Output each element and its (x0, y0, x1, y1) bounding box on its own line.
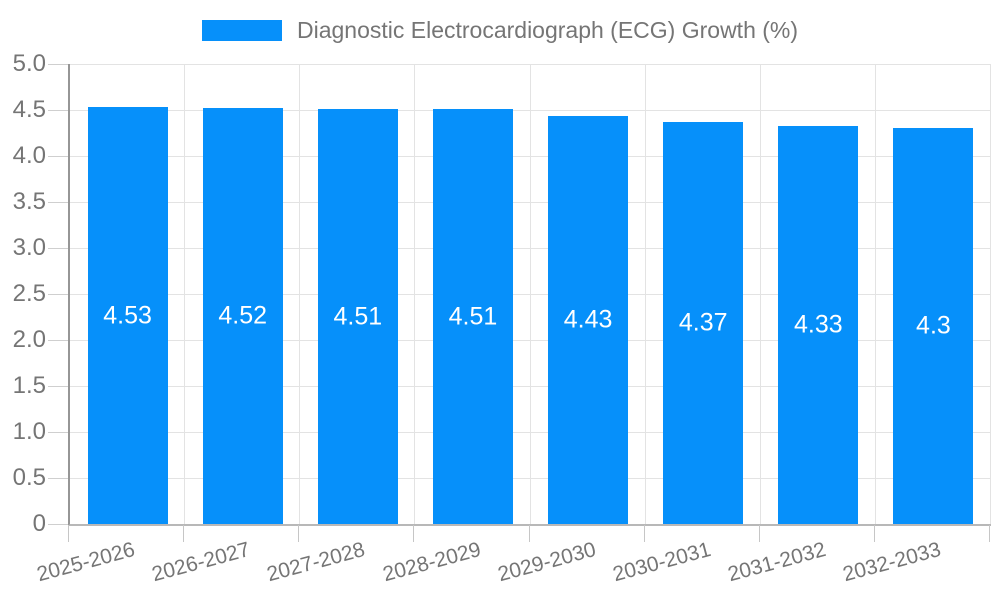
gridline-horizontal (70, 432, 991, 433)
gridline-vertical (874, 64, 876, 524)
gridline-vertical (299, 64, 301, 524)
gridline-horizontal (70, 248, 991, 249)
y-axis-tick-label: 5.0 (12, 50, 46, 77)
x-axis-category-label: 2031-2032 (725, 538, 829, 587)
x-axis-category-label: 2032-2033 (840, 538, 944, 587)
y-axis-tick-label: 1.0 (12, 418, 46, 445)
y-axis-tick-label: 1.5 (12, 372, 46, 399)
y-axis-tick-label: 4.0 (12, 142, 46, 169)
gridline-horizontal (70, 110, 991, 111)
bar-2028-2029: 4.51 (432, 109, 513, 524)
gridline-vertical (644, 64, 646, 524)
gridline-vertical (414, 64, 416, 524)
y-axis-tick-label: 4.5 (12, 96, 46, 123)
bar-value-label: 4.3 (916, 311, 951, 340)
y-axis-tick-label: 2.5 (12, 280, 46, 307)
bar-2031-2032: 4.33 (778, 125, 859, 524)
bar-2032-2033: 4.3 (893, 128, 974, 524)
y-axis-tick-label: 0 (32, 510, 46, 537)
x-axis-tick (643, 525, 645, 542)
bar-value-label: 4.43 (563, 305, 613, 334)
y-axis-tick-label: 3.0 (12, 234, 46, 261)
x-axis-tick (873, 525, 875, 542)
legend-swatch (201, 20, 282, 41)
gridline-horizontal (70, 386, 991, 387)
bar-2026-2027: 4.52 (202, 108, 283, 524)
x-axis-tick (298, 525, 300, 542)
y-axis-tick-label: 3.5 (12, 188, 46, 215)
chart-legend: Diagnostic Electrocardiograph (ECG) Grow… (0, 17, 1000, 44)
x-axis-category-label: 2026-2027 (149, 538, 253, 587)
x-axis-tick (183, 525, 185, 542)
plot-area: 4.53 4.52 4.51 4.51 4.43 4.37 4.33 4.3 (68, 64, 991, 526)
x-axis-category-label: 2030-2031 (610, 538, 714, 587)
gridline-vertical (529, 64, 531, 524)
gridline-horizontal (70, 64, 991, 65)
x-axis-category-label: 2029-2030 (495, 538, 599, 587)
y-axis-tick (48, 64, 68, 65)
bar-2027-2028: 4.51 (317, 109, 398, 524)
y-axis-tick (48, 156, 68, 157)
bar-2025-2026: 4.53 (87, 107, 168, 524)
x-axis-category-label: 2027-2028 (264, 538, 368, 587)
bar-value-label: 4.53 (103, 301, 152, 330)
bar-value-label: 4.37 (678, 308, 728, 337)
y-axis-tick (48, 294, 68, 295)
bar-value-label: 4.52 (218, 301, 268, 330)
y-axis-tick (48, 340, 68, 341)
bar-2029-2030: 4.43 (548, 116, 629, 524)
y-axis-tick-label: 0.5 (12, 464, 46, 491)
gridline-horizontal (70, 202, 991, 203)
gridline-horizontal (70, 156, 991, 157)
x-axis-category-label: 2028-2029 (379, 538, 483, 587)
bar-value-label: 4.51 (448, 302, 498, 331)
x-axis-category-label: 2025-2026 (34, 538, 138, 587)
legend-item[interactable]: Diagnostic Electrocardiograph (ECG) Grow… (201, 17, 799, 44)
bar-value-label: 4.51 (333, 302, 383, 331)
y-axis-tick (48, 248, 68, 249)
y-axis-tick (48, 478, 68, 479)
x-axis-tick (528, 525, 530, 542)
x-axis-tick (413, 525, 415, 542)
y-axis-tick (48, 202, 68, 203)
y-axis-tick-label: 2.0 (12, 326, 46, 353)
gridline-horizontal (70, 294, 991, 295)
y-axis-tick (48, 432, 68, 433)
gridline-vertical (990, 64, 991, 524)
bar-2030-2031: 4.37 (663, 121, 744, 524)
x-axis-tick (989, 525, 990, 542)
y-axis-tick (48, 110, 68, 111)
gridline-horizontal (70, 478, 991, 479)
gridline-vertical (184, 64, 186, 524)
y-axis-tick (48, 524, 68, 525)
gridline-horizontal (70, 340, 991, 341)
x-axis-tick (758, 525, 760, 542)
gridline-vertical (759, 64, 761, 524)
legend-label: Diagnostic Electrocardiograph (ECG) Grow… (296, 17, 799, 43)
bar-value-label: 4.33 (793, 310, 843, 339)
x-axis-tick (68, 525, 69, 542)
y-axis-tick (48, 386, 68, 387)
